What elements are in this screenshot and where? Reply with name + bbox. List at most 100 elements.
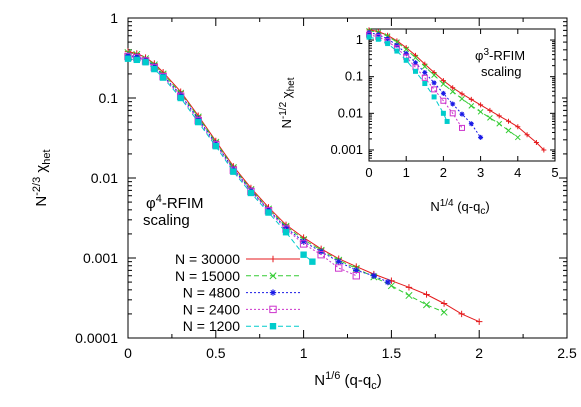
data-point [299, 240, 308, 248]
data-point [212, 142, 219, 150]
data-point [195, 118, 202, 126]
data-point [477, 108, 484, 115]
data-point [541, 147, 547, 153]
data-point [449, 110, 456, 117]
data-point [177, 91, 184, 98]
data-point [405, 291, 413, 300]
inset-x-axis-label: N1/4 (q-qc) [430, 198, 489, 217]
series-line [368, 29, 545, 151]
data-point [413, 60, 418, 66]
data-point [159, 74, 167, 81]
data-point [177, 94, 184, 102]
series-line [368, 34, 463, 129]
legend-entry: N = 1200 [183, 318, 300, 334]
y-tick-label: 0.01 [338, 105, 363, 120]
data-point [422, 301, 431, 309]
y-tick-label: 0.1 [345, 69, 363, 84]
y-tick-label: 0.0001 [75, 330, 118, 346]
main-chart: 0 0.5 1 1.5 2 2.5 0.0001 0.001 0.01 0.1 1 N-2/3 χhe… [31, 10, 577, 392]
data-point [459, 95, 465, 102]
series-line [127, 56, 357, 277]
data-point [440, 97, 447, 104]
x-tick-label: 1.5 [382, 345, 402, 361]
data-point [450, 85, 456, 91]
data-point [468, 96, 474, 102]
series-line [368, 36, 448, 122]
data-point [444, 118, 450, 124]
inset-chart: 0 1 2 3 4 5 0.001 0.01 0.1 1 N-1/2 χhet N1/4 (q-qc)… [278, 26, 562, 217]
data-point [370, 272, 378, 279]
data-point [309, 258, 316, 265]
y-tick-label: 0.1 [99, 90, 119, 106]
x-tick-label: 5 [551, 165, 558, 180]
data-point [384, 278, 392, 286]
data-point [514, 134, 521, 141]
y-tick-label: 0.01 [91, 170, 118, 186]
data-point [431, 72, 437, 79]
data-point [505, 127, 512, 134]
legend-entry: N = 15000 [175, 268, 300, 284]
data-point [142, 59, 149, 66]
data-point [468, 102, 475, 109]
data-point [195, 115, 202, 122]
inset-frame [368, 28, 556, 162]
inset-annotation-line2: scaling [481, 64, 521, 79]
series-4 [124, 55, 316, 265]
data-point [431, 86, 438, 93]
data-point [496, 120, 503, 127]
data-point [468, 121, 474, 127]
data-point [476, 318, 483, 325]
data-point [440, 81, 447, 87]
data-point [440, 300, 448, 307]
data-point [458, 310, 465, 318]
data-point [440, 78, 446, 84]
legend-label: N = 30000 [175, 251, 240, 267]
x-axis-label: N1/6 (q-qc) [314, 370, 381, 392]
legend-entry: N = 30000 [175, 251, 300, 267]
data-point [496, 113, 502, 119]
data-point [459, 91, 465, 97]
data-point [366, 34, 372, 40]
series-line [127, 55, 389, 283]
x-tick-label: 4 [514, 165, 521, 180]
data-point [449, 88, 456, 95]
data-point [459, 124, 465, 131]
data-point [421, 74, 428, 81]
series-line [368, 30, 519, 138]
data-point [431, 80, 437, 86]
data-point [300, 238, 307, 245]
data-point [352, 272, 360, 280]
legend-label: N = 15000 [175, 268, 240, 284]
data-point [230, 168, 237, 175]
data-point [487, 107, 493, 113]
data-point [422, 70, 428, 76]
data-point [124, 55, 132, 62]
inset-series-2 [366, 30, 484, 140]
x-tick-label: 2 [475, 345, 483, 361]
data-point [459, 111, 465, 117]
data-point [450, 101, 456, 107]
data-point [133, 56, 140, 64]
data-point [440, 90, 446, 96]
x-tick-label: 2 [440, 165, 447, 180]
data-point [524, 132, 530, 138]
y-axis-label: N-2/3 χhet [31, 149, 53, 206]
data-point [413, 68, 418, 74]
x-tick-label: 0 [365, 165, 372, 180]
data-point [385, 41, 391, 47]
y-tick-label: 0.001 [83, 250, 118, 266]
legend-label: N = 4800 [183, 285, 240, 301]
data-point [375, 36, 381, 42]
data-point [431, 70, 437, 76]
data-point [247, 189, 255, 197]
data-point [515, 124, 521, 130]
series-2 [124, 52, 392, 286]
x-tick-label: 3 [477, 165, 484, 180]
data-point [405, 284, 413, 291]
series-3 [124, 52, 360, 280]
inset-y-axis-label: N-1/2 χhet [278, 77, 297, 128]
annotation-line2: scaling [143, 212, 190, 229]
data-point [151, 65, 158, 73]
y-tick-label: 1 [356, 32, 363, 47]
